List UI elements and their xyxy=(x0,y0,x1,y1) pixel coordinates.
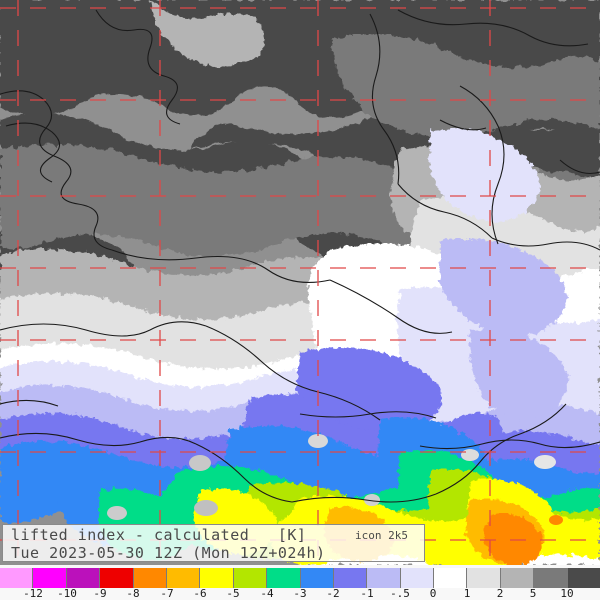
chart-title: lifted index - calculated [K] xyxy=(11,526,307,544)
legend-tick-16: 10 xyxy=(560,587,574,600)
legend-swatch-9[interactable] xyxy=(300,568,334,588)
map-canvas[interactable]: lifted index - calculated [K] icon 2k5 T… xyxy=(0,0,600,565)
legend-tick-1: -10 xyxy=(57,587,77,600)
legend-swatch-13[interactable] xyxy=(434,568,468,588)
valid-time-label: Tue 2023-05-30 12Z (Mon 12Z+024h) xyxy=(11,544,326,562)
legend-tick-0: -12 xyxy=(23,587,43,600)
legend-swatch-8[interactable] xyxy=(267,568,301,588)
color-legend[interactable]: -12 -10 -9 -8 -7 -6 -5 -4 -3 -2 -1 -.5 0 1 2 5 10 xyxy=(0,565,600,600)
legend-swatch-1[interactable] xyxy=(33,568,67,588)
legend-swatch-2[interactable] xyxy=(66,568,101,588)
model-label: icon 2k5 xyxy=(355,529,408,542)
legend-tick-3: -8 xyxy=(126,587,140,600)
legend-tick-13: 1 xyxy=(463,587,471,600)
coastlines-and-borders xyxy=(0,9,600,503)
legend-tick-labels: -12 -10 -9 -8 -7 -6 -5 -4 -3 -2 -1 -.5 0 1 2 5 10 xyxy=(0,588,600,600)
legend-swatch-15[interactable] xyxy=(500,568,535,588)
convective-cells xyxy=(107,434,563,537)
legend-swatch-4[interactable] xyxy=(133,568,167,588)
unstable-region-deeporange xyxy=(483,513,544,565)
legend-swatch-6[interactable] xyxy=(200,568,234,588)
legend-tick-12: 0 xyxy=(429,587,437,600)
legend-swatch-10[interactable] xyxy=(333,568,368,588)
map-raster xyxy=(0,0,600,565)
legend-tick-14: 2 xyxy=(496,587,504,600)
legend-swatch-14[interactable] xyxy=(467,568,501,588)
legend-tick-4: -7 xyxy=(160,587,174,600)
legend-tick-5: -6 xyxy=(193,587,207,600)
legend-tick-2: -9 xyxy=(93,587,107,600)
legend-swatch-17[interactable] xyxy=(567,568,600,588)
legend-tick-6: -5 xyxy=(226,587,240,600)
legend-tick-7: -4 xyxy=(260,587,274,600)
legend-swatch-5[interactable] xyxy=(166,568,201,588)
legend-colorbar[interactable] xyxy=(0,568,600,588)
legend-swatch-0[interactable] xyxy=(0,568,34,588)
legend-swatch-3[interactable] xyxy=(100,568,134,588)
legend-swatch-7[interactable] xyxy=(233,568,268,588)
legend-tick-15: 5 xyxy=(529,587,537,600)
legend-swatch-12[interactable] xyxy=(400,568,435,588)
chart-title-box: lifted index - calculated [K] icon 2k5 T… xyxy=(2,524,425,562)
legend-swatch-11[interactable] xyxy=(367,568,401,588)
legend-tick-8: -3 xyxy=(293,587,307,600)
legend-tick-11: -.5 xyxy=(390,587,410,600)
legend-swatch-16[interactable] xyxy=(534,568,568,588)
legend-tick-10: -1 xyxy=(360,587,374,600)
legend-tick-9: -2 xyxy=(326,587,340,600)
